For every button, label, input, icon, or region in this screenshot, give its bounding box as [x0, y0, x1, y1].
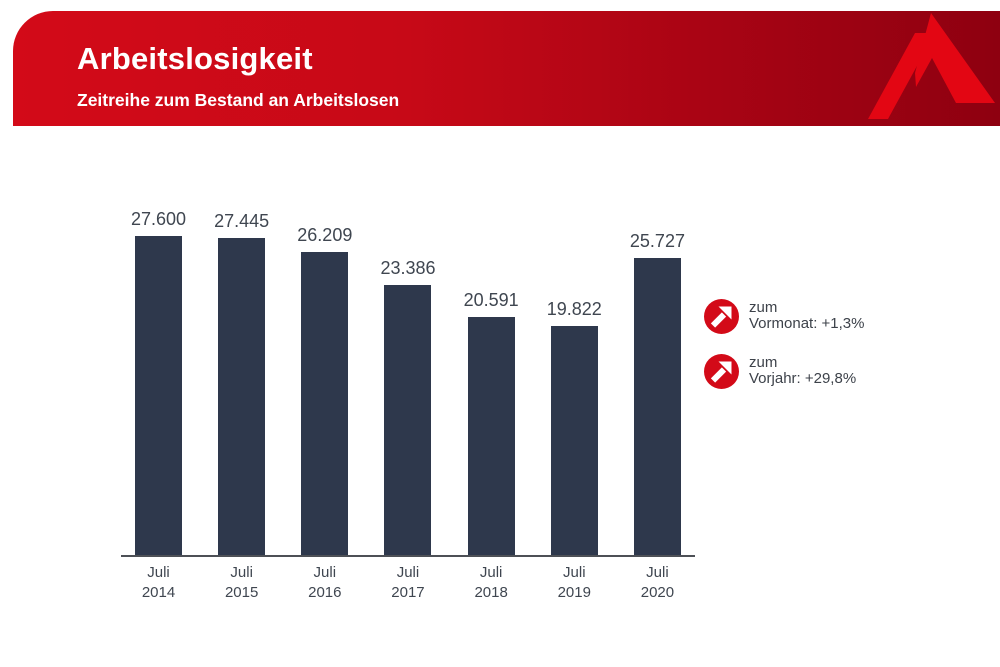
- bar-value-label: 27.445: [214, 211, 270, 231]
- bar-value-label: 26.209: [297, 225, 353, 245]
- x-axis-tick-labels: Juli 2014 Juli 2015 Juli 2016 Juli 2017 …: [121, 563, 695, 603]
- bar-group-juli-2020: 25.727: [630, 231, 685, 556]
- bundesagentur-fuer-arbeit-logo: [840, 11, 1000, 126]
- tick-month: Juli: [313, 564, 337, 581]
- bar-value-label: 20.591: [463, 290, 519, 310]
- tick-juli-2019: Juli 2019: [551, 563, 598, 603]
- logo-a-icon: [868, 13, 995, 119]
- vorjahr-badge: zum Vorjahr: +29,8%: [704, 354, 865, 389]
- tick-year: 2018: [474, 584, 508, 601]
- badge-line2: Vormonat: +1,3%: [749, 315, 865, 332]
- badge-line1: zum: [749, 299, 778, 316]
- arrow-up-right-icon: [704, 299, 739, 334]
- tick-juli-2020: Juli 2020: [634, 563, 681, 603]
- bar-value-label: 19.822: [546, 299, 602, 319]
- tick-juli-2014: Juli 2014: [135, 563, 182, 603]
- tick-month: Juli: [479, 564, 503, 581]
- bar-juli-2016: [301, 252, 349, 556]
- bar-group-juli-2016: 26.209: [297, 225, 352, 556]
- tick-year: 2015: [224, 584, 259, 601]
- bar-juli-2020: [633, 258, 681, 556]
- bar-chart: 27.600 27.445 26.209 23.386 20.591 19.82…: [121, 206, 695, 556]
- x-axis-line: [121, 555, 695, 557]
- bar-value-label: 25.727: [629, 231, 685, 251]
- badge-line2: Vorjahr: +29,8%: [749, 370, 857, 387]
- tick-year: 2020: [640, 584, 675, 601]
- vormonat-text: zum Vormonat: +1,3%: [749, 300, 865, 332]
- bar-group-juli-2015: 27.445: [214, 211, 269, 556]
- bar-juli-2017: [384, 285, 432, 556]
- bar-juli-2018: [467, 317, 515, 556]
- arrow-up-right-icon: [704, 354, 739, 389]
- bar-group-juli-2019: 19.822: [547, 299, 602, 556]
- header-band: Arbeitslosigkeit Zeitreihe zum Bestand a…: [13, 11, 1000, 126]
- bar-juli-2014: [135, 236, 182, 556]
- tick-year: 2019: [557, 584, 591, 601]
- vorjahr-text: zum Vorjahr: +29,8%: [749, 355, 856, 387]
- tick-year: 2016: [308, 584, 342, 601]
- tick-month: Juli: [147, 564, 170, 581]
- bar-group-juli-2017: 23.386: [380, 258, 436, 556]
- tick-month: Juli: [396, 564, 420, 581]
- tick-year: 2014: [141, 584, 176, 601]
- bar-group-juli-2018: 20.591: [464, 290, 519, 556]
- page-title: Arbeitslosigkeit: [77, 41, 313, 76]
- tick-juli-2016: Juli 2016: [301, 563, 348, 603]
- bar-juli-2019: [550, 326, 598, 556]
- bar-value-label: 23.386: [380, 258, 436, 278]
- page-subtitle: Zeitreihe zum Bestand an Arbeitslosen: [77, 90, 400, 110]
- tick-month: Juli: [230, 564, 253, 581]
- tick-juli-2017: Juli 2017: [384, 563, 431, 603]
- tick-month: Juli: [563, 564, 586, 581]
- badge-line1: zum: [749, 354, 778, 371]
- bar-juli-2015: [218, 238, 266, 556]
- vormonat-badge: zum Vormonat: +1,3%: [704, 299, 865, 334]
- tick-year: 2017: [391, 584, 425, 601]
- bar-group-juli-2014: 27.600: [131, 209, 186, 556]
- tick-juli-2018: Juli 2018: [468, 563, 515, 603]
- tick-juli-2015: Juli 2015: [218, 563, 265, 603]
- change-indicators: zum Vormonat: +1,3% zum Vorjahr: +29,8%: [704, 299, 865, 389]
- bar-value-label: 27.600: [130, 209, 187, 229]
- tick-month: Juli: [646, 564, 669, 581]
